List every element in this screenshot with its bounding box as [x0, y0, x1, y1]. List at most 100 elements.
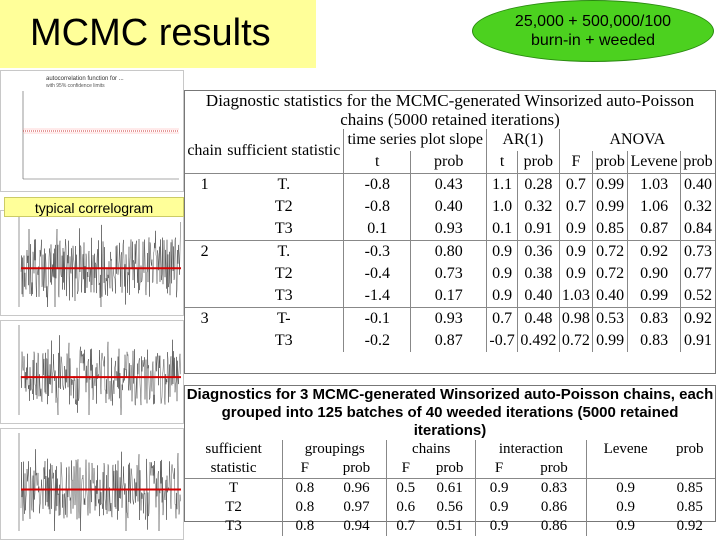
- table2-cell: 0.97: [343, 499, 370, 515]
- table2-cell: 0.9: [475, 498, 523, 517]
- table2-cell: 0.86: [540, 518, 568, 534]
- table2-cell: 0.9: [475, 517, 523, 536]
- table1-cell: 0.72: [558, 330, 593, 352]
- table1-subheader: Levene: [627, 151, 681, 174]
- table1-cell: 0.492: [516, 330, 560, 352]
- table2-subheader: statistic: [210, 460, 257, 476]
- table1-cell: 0.85: [592, 218, 628, 241]
- table1-cell: 0.17: [410, 285, 487, 308]
- table1-cell: 0.38: [516, 263, 560, 285]
- table1-cell: -0.3: [343, 240, 411, 263]
- table1-cell: 0.53: [592, 307, 628, 330]
- table1-chain-cell: [185, 263, 224, 285]
- table2-header: interaction: [475, 440, 587, 459]
- table2-row: T3 0.8 0.94 0.7 0.51 0.9 0.86 0.9 0.92: [185, 517, 715, 536]
- table1-stat-cell: T3: [274, 332, 293, 349]
- table1-cell: 1.0: [486, 196, 518, 218]
- table2-cell: 0.8: [282, 478, 327, 498]
- table1-header-ar1: AR(1): [486, 129, 560, 151]
- table1-cell: 0.48: [516, 307, 560, 330]
- table1-row: T3 -1.4 0.17 0.9 0.40 1.03 0.40 0.99 0.52: [185, 285, 715, 308]
- table2-row: T2 0.8 0.97 0.6 0.56 0.9 0.86 0.9 0.85: [185, 498, 715, 517]
- table1-body: 1 T. -0.8 0.43 1.1 0.28 0.7 0.99 1.03 0.40 T2 -0.8 0…: [185, 173, 715, 352]
- oval-line-2: burn-in + weeded: [530, 32, 656, 49]
- table1-stat-cell: T2: [274, 198, 293, 215]
- table1-cell: 0.32: [680, 196, 715, 218]
- table2-header: sufficient: [205, 441, 262, 457]
- table2: sufficient groupings chains interaction …: [185, 440, 715, 536]
- table2-cell: 0.85: [676, 480, 703, 496]
- table1-subheader: prob: [680, 151, 715, 174]
- table1-header-stat: sufficient statistic: [224, 129, 344, 174]
- table1-stat-cell: T.: [277, 243, 291, 260]
- table2-subheader: F: [386, 459, 425, 479]
- table1-stat-cell: T3: [274, 220, 293, 237]
- table1-chain-cell: 2: [200, 243, 209, 260]
- table1-cell: 0.91: [680, 330, 715, 352]
- table1-subheader: t: [486, 151, 518, 174]
- table1-cell: 0.40: [516, 285, 560, 308]
- table1-cell: 1.03: [558, 285, 593, 308]
- table1-cell: 0.52: [680, 285, 715, 308]
- table1-stat-cell: T3: [274, 287, 293, 304]
- table1-header-anova: ANOVA: [558, 129, 715, 151]
- trace-plot-3: [0, 428, 184, 540]
- table1-cell: 0.77: [680, 263, 715, 285]
- table1-cell: 0.83: [627, 307, 681, 330]
- table1-subheader: prob: [410, 151, 487, 174]
- table2-subheader: prob: [435, 460, 464, 476]
- table1-row: T2 -0.4 0.73 0.9 0.38 0.9 0.72 0.90 0.77: [185, 263, 715, 285]
- table1-stat-cell: T2: [274, 265, 293, 282]
- trace-series: [20, 449, 181, 532]
- table2-stat-cell: T: [228, 480, 239, 496]
- oval-line-1: 25,000 + 500,000/100: [514, 13, 672, 30]
- table2-cell: 0.83: [540, 480, 568, 496]
- table1-cell: 0.87: [627, 218, 681, 241]
- table1-cell: 0.72: [592, 240, 628, 263]
- table1-chain-cell: [185, 218, 224, 241]
- table1-row: 2 T. -0.3 0.80 0.9 0.36 0.9 0.72 0.92 0.73: [185, 240, 715, 263]
- trace-series: [20, 335, 181, 416]
- trace-series: [20, 221, 181, 308]
- table1-cell: -0.8: [343, 173, 411, 196]
- table1-cell: 0.40: [410, 196, 487, 218]
- burn-in-oval: 25,000 + 500,000/100 burn-in + weeded: [472, 0, 714, 62]
- table1-cell: 0.43: [410, 173, 487, 196]
- table2-cell: 0.85: [676, 499, 703, 515]
- table1-row: T3 0.1 0.93 0.1 0.91 0.9 0.85 0.87 0.84: [185, 218, 715, 241]
- table1-cell: 0.93: [410, 307, 487, 330]
- table1-cell: 0.1: [486, 218, 518, 241]
- table1-cell: 0.98: [558, 307, 593, 330]
- table2-header: chains: [386, 440, 476, 459]
- table1-subheader: prob: [516, 151, 560, 174]
- title-box: MCMC results: [0, 0, 316, 68]
- table2-stat-cell: T2: [225, 499, 242, 515]
- table1-stat-cell: T-: [276, 310, 291, 327]
- table1-title-1: Diagnostic statistics for the MCMC-gener…: [205, 91, 695, 110]
- correlogram-plot: autocorrelation function for ... with 95…: [0, 70, 184, 192]
- correlogram-title-1: autocorrelation function for ...: [46, 76, 124, 82]
- table1-cell: 0.9: [558, 218, 593, 241]
- table1-cell: 0.7: [486, 307, 518, 330]
- table1-cell: 0.9: [558, 240, 593, 263]
- table1-cell: 0.93: [410, 218, 487, 241]
- table2-cell: 0.96: [343, 480, 370, 496]
- correlogram-title-2: with 95% confidence limits: [46, 83, 105, 89]
- table2-row: T 0.8 0.96 0.5 0.61 0.9 0.83 0.9 0.85: [185, 478, 715, 498]
- correlogram-label: typical correlogram: [4, 197, 184, 217]
- table1-cell: -1.4: [343, 285, 411, 308]
- table2-subheader: prob: [342, 460, 371, 476]
- table1-cell: 0.99: [592, 173, 628, 196]
- table1-cell: 0.7: [558, 196, 593, 218]
- table2-cell: 0.9: [585, 498, 665, 517]
- table1-cell: 0.99: [627, 285, 681, 308]
- table1-chain-cell: [185, 196, 224, 218]
- table1-cell: 1.1: [486, 173, 518, 196]
- table1-cell: 0.9: [486, 285, 518, 308]
- table1-subheader: prob: [592, 151, 628, 174]
- table2-subheader: prob: [540, 460, 568, 476]
- table2-header: groupings: [282, 440, 387, 459]
- trace-plot-2-svg: [18, 325, 181, 416]
- table1-subheader: t: [343, 151, 411, 174]
- table2-cell: 0.9: [475, 478, 523, 498]
